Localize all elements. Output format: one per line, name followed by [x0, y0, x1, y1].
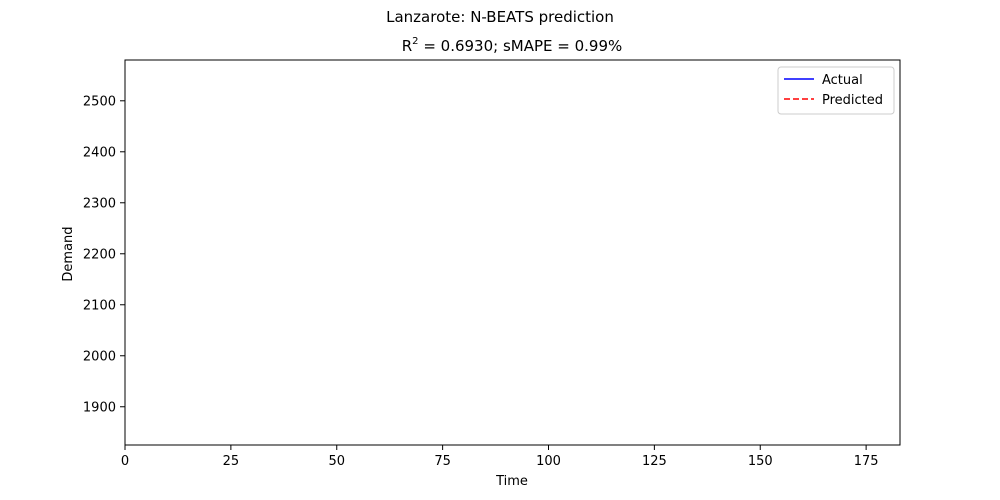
- x-tick-label: 100: [536, 454, 561, 469]
- chart-title: R2 = 0.6930; sMAPE = 0.99%: [402, 36, 623, 55]
- legend-label-predicted: Predicted: [822, 93, 883, 108]
- x-tick-label: 50: [328, 454, 345, 469]
- x-axis-ticks: 0 25 50 75 100 125 150 175: [121, 445, 879, 469]
- legend-label-actual: Actual: [822, 73, 863, 88]
- y-tick-label: 2000: [83, 349, 116, 364]
- y-tick-label: 2300: [83, 196, 116, 211]
- y-tick-label: 2400: [83, 145, 116, 160]
- figure-suptitle: Lanzarote: N-BEATS prediction: [386, 8, 614, 26]
- plot-area: [124, 59, 901, 446]
- x-tick-label: 25: [223, 454, 240, 469]
- x-axis-label: Time: [495, 474, 528, 489]
- y-tick-label: 1900: [83, 400, 116, 415]
- y-axis-label: Demand: [61, 226, 76, 281]
- y-tick-label: 2100: [83, 298, 116, 313]
- y-axis-ticks: 1900 2000 2100 2200 2300 2400 2500: [83, 94, 125, 415]
- x-tick-label: 75: [434, 454, 451, 469]
- y-tick-label: 2200: [83, 247, 116, 262]
- x-tick-label: 0: [121, 454, 129, 469]
- y-tick-label: 2500: [83, 94, 116, 109]
- x-tick-label: 175: [854, 454, 879, 469]
- x-tick-label: 125: [642, 454, 667, 469]
- legend: Actual Predicted: [777, 66, 895, 115]
- x-tick-label: 150: [748, 454, 773, 469]
